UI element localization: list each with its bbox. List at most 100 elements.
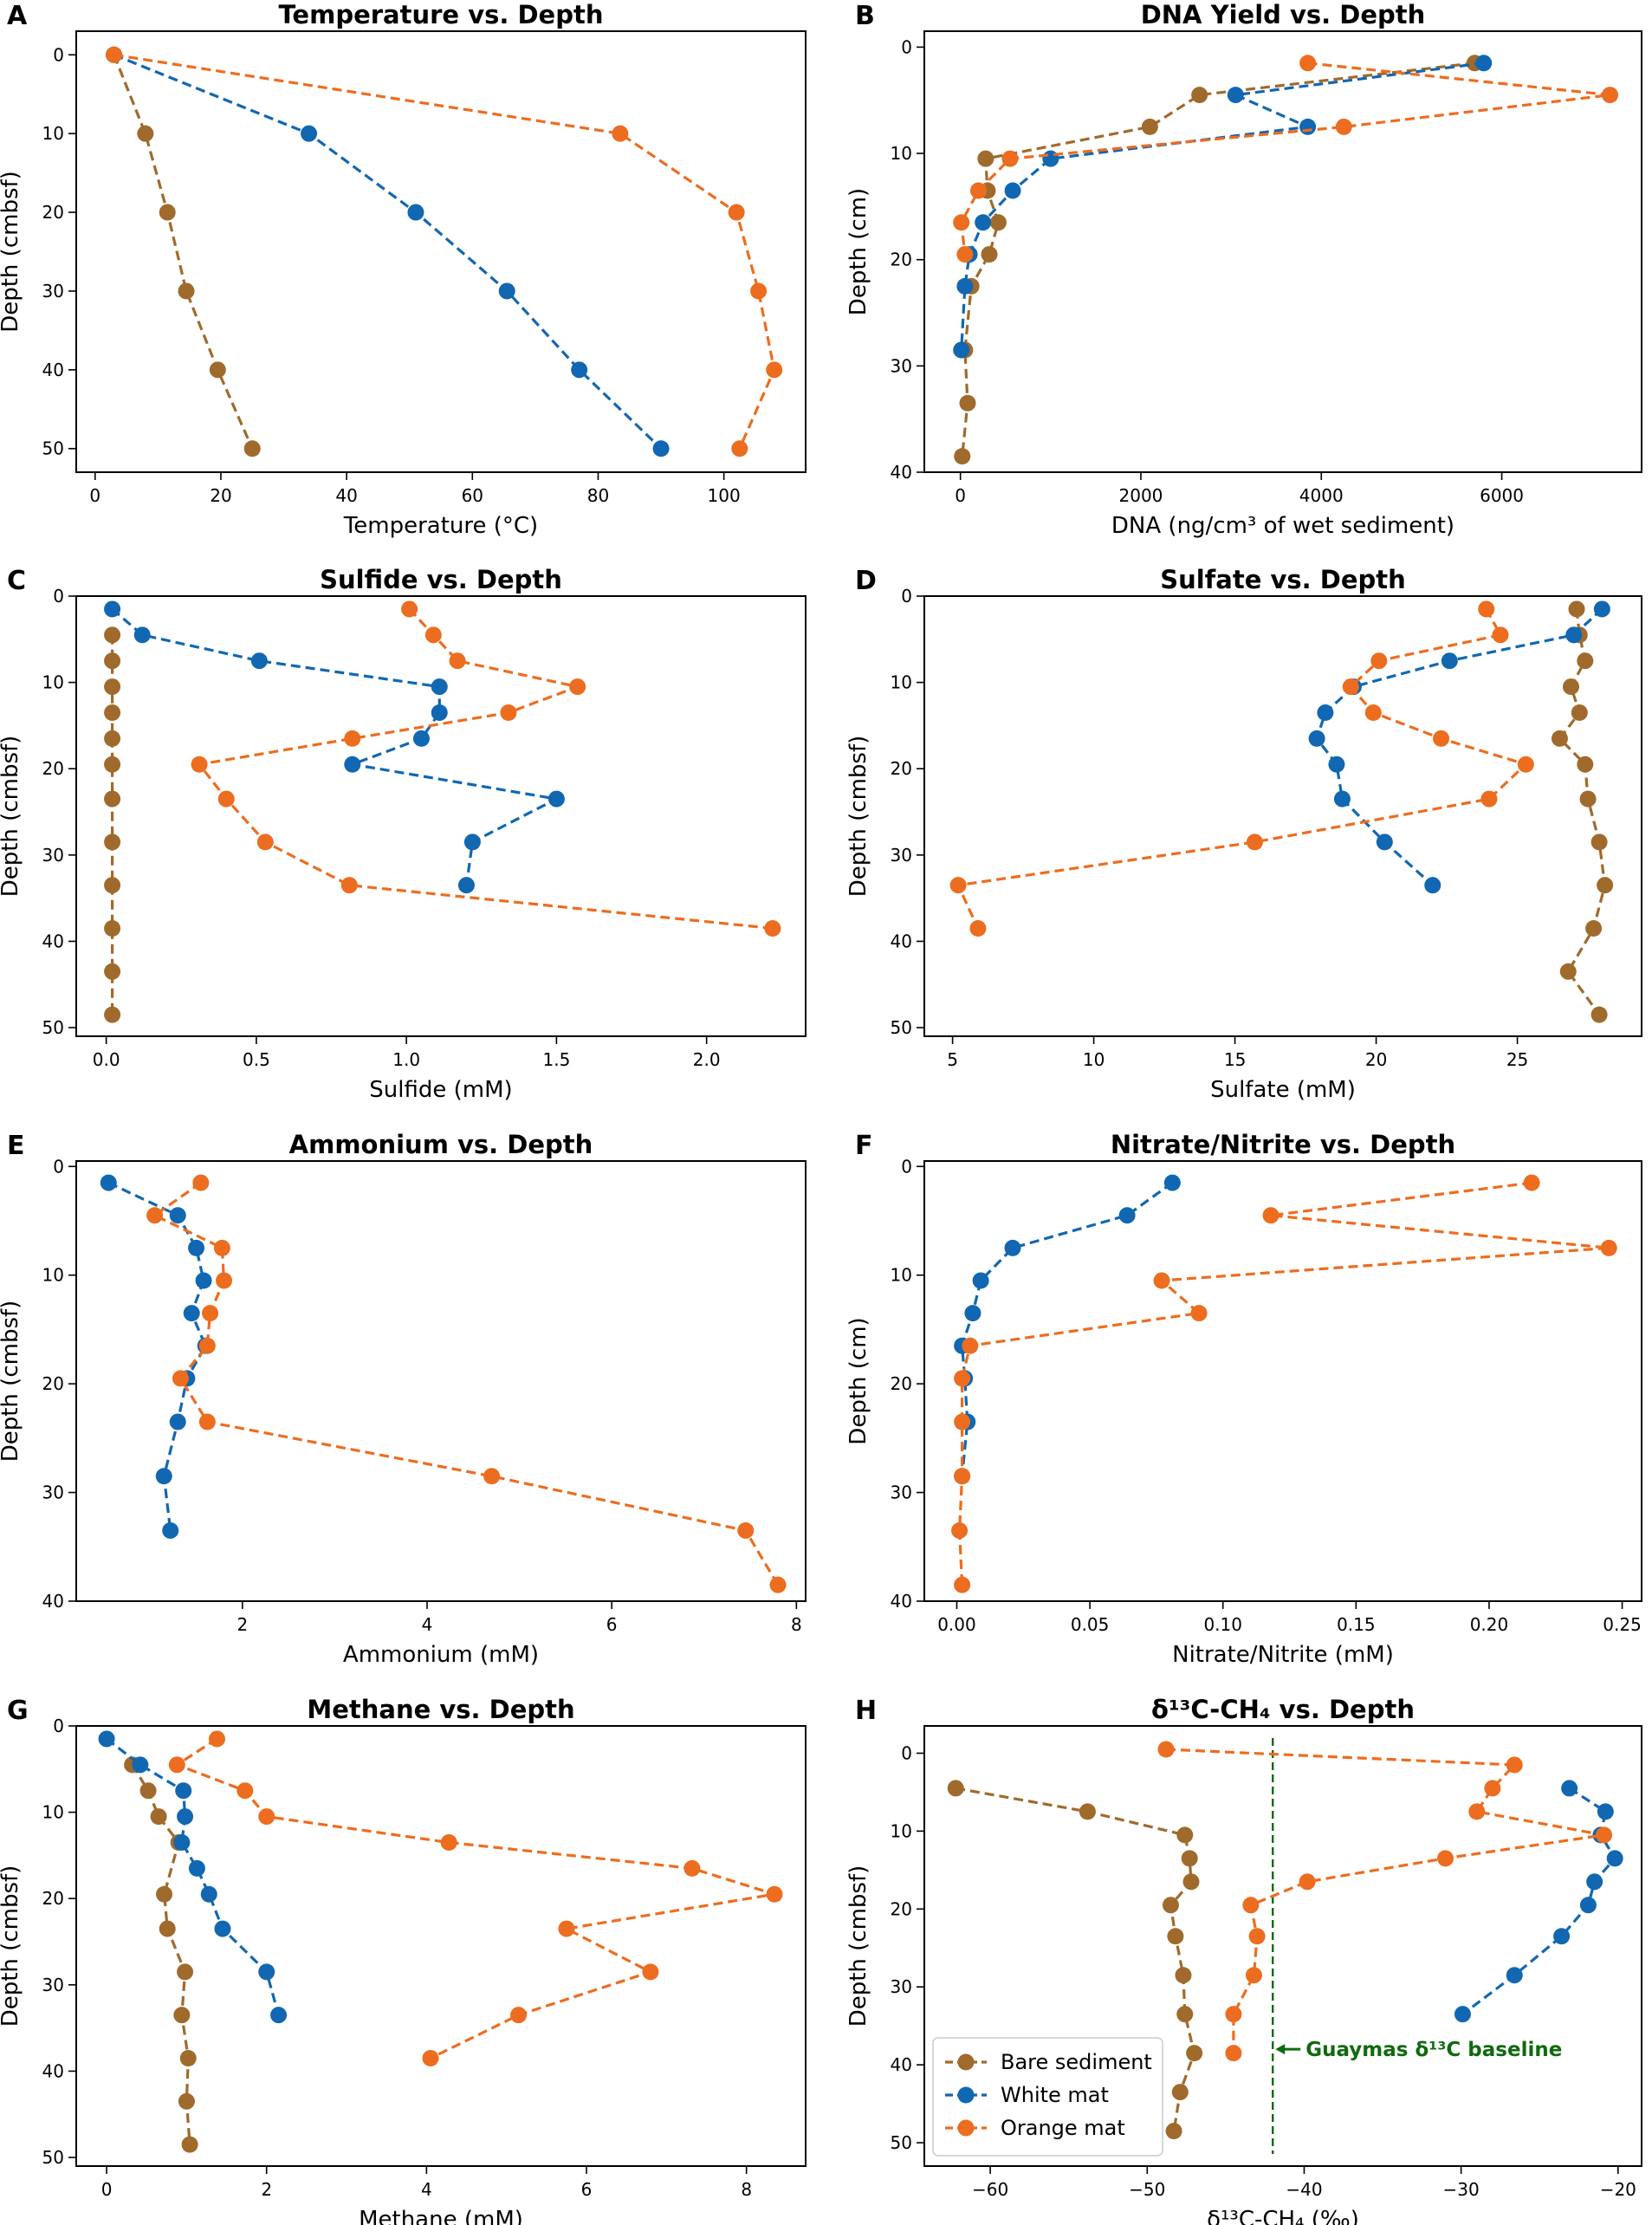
data-point-orange-mat	[510, 2007, 528, 2024]
baseline-arrowhead	[1275, 2044, 1286, 2055]
data-point-white-mat	[463, 834, 481, 851]
data-point-white-mat	[200, 1885, 217, 1903]
data-point-orange-mat	[766, 1885, 783, 1903]
y-tick-label-d: 50	[891, 1017, 912, 1038]
data-point-white-mat	[132, 1756, 149, 1774]
data-point-white-mat	[177, 1808, 194, 1826]
data-point-bare-sediment	[159, 1920, 176, 1937]
x-tick-label-b: 0	[955, 485, 966, 506]
data-point-white-mat	[407, 204, 424, 221]
data-point-orange-mat	[1225, 2006, 1242, 2023]
panel-title-b: DNA Yield vs. Depth	[1141, 0, 1426, 29]
x-tick-label-a: 80	[587, 485, 609, 506]
data-point-bare-sediment	[1171, 2084, 1189, 2101]
data-point-white-mat	[1163, 1174, 1181, 1191]
data-point-white-mat	[1227, 87, 1244, 104]
panel-c: 0.0 0.5 1.0 1.5 2.0 0 10 20 30 40 50 Sulfide vs. De…	[0, 565, 807, 1103]
x-tick-label-f: 0.15	[1337, 1614, 1376, 1635]
data-point-white-mat	[104, 600, 121, 618]
data-point-orange-mat	[1370, 652, 1388, 670]
data-point-white-mat	[1424, 877, 1441, 894]
data-point-bare-sediment	[1182, 1873, 1200, 1891]
data-point-orange-mat	[198, 1413, 216, 1430]
data-point-bare-sediment	[177, 1963, 194, 1981]
data-point-white-mat	[412, 730, 430, 747]
x-tick-label-b: 6000	[1480, 485, 1524, 506]
x-axis-label-e: Ammonium (mM)	[343, 1642, 539, 1668]
data-point-white-mat	[195, 1272, 212, 1289]
data-point-white-mat	[547, 790, 565, 808]
data-point-white-mat	[1299, 118, 1317, 135]
data-point-white-mat	[1597, 1803, 1614, 1820]
series-line-white-mat	[1315, 607, 1603, 886]
y-tick-label-e: 0	[53, 1156, 64, 1177]
y-tick-label-b: 0	[901, 36, 912, 57]
data-point-white-mat	[1376, 834, 1393, 851]
panel-d: 5 10 15 20 25 0 10 20 30 40 50 Sulfate vs. Depth D Su…	[845, 565, 1642, 1103]
legend-label-bare-sediment: Bare sediment	[1001, 2050, 1152, 2074]
data-point-orange-mat	[1245, 1967, 1262, 1984]
plot-frame-a	[75, 30, 807, 473]
series-line-orange-mat	[173, 1737, 775, 2060]
data-point-white-mat	[162, 1521, 179, 1539]
data-point-orange-mat	[954, 1576, 971, 1593]
y-axis-label-d: Depth (cmbsf)	[845, 736, 871, 898]
data-point-orange-mat	[449, 652, 466, 670]
data-point-white-mat	[1553, 1928, 1571, 1945]
data-point-bare-sediment	[104, 790, 121, 808]
panel-h: −60 −50 −40 −30 −20 0 10 20 30 40 50 δ¹³C-CH₄ vs. D…	[845, 1695, 1642, 2225]
y-tick-label-a: 30	[42, 281, 64, 302]
data-point-orange-mat	[256, 834, 274, 851]
data-point-white-mat	[498, 282, 515, 300]
data-point-bare-sediment	[1141, 118, 1158, 135]
data-point-bare-sediment	[1590, 834, 1608, 851]
data-point-bare-sediment	[104, 877, 121, 894]
data-point-white-mat	[344, 756, 361, 773]
y-tick-label-c: 30	[42, 845, 64, 866]
data-point-white-mat	[169, 1413, 186, 1430]
data-point-white-mat	[1565, 626, 1583, 644]
plot-frame-f	[923, 1160, 1642, 1602]
series-line-bare-sediment	[961, 62, 1475, 457]
data-point-bare-sediment	[104, 1006, 121, 1023]
series-orange-mat-f	[951, 1174, 1617, 1593]
panel-letter-g: G	[7, 1696, 29, 1726]
x-tick-label-a: 20	[210, 485, 231, 506]
x-tick-label-e: 8	[791, 1614, 802, 1635]
data-point-orange-mat	[764, 919, 781, 937]
data-point-bare-sediment	[178, 2092, 195, 2110]
data-point-orange-mat	[954, 1413, 971, 1430]
panel-letter-c: C	[7, 566, 26, 596]
legend-swatch-marker	[957, 2119, 975, 2137]
data-point-white-mat	[1579, 1897, 1597, 1914]
data-point-bare-sediment	[156, 1885, 173, 1903]
x-tick-label-f: 0.05	[1071, 1614, 1110, 1635]
x-tick-label-f: 0.20	[1470, 1614, 1509, 1635]
x-tick-label-a: 60	[462, 485, 483, 506]
data-point-orange-mat	[1153, 1272, 1170, 1289]
data-point-bare-sediment	[104, 963, 121, 980]
data-point-white-mat	[1441, 652, 1458, 670]
panel-title-c: Sulfide vs. Depth	[320, 565, 562, 594]
data-point-bare-sediment	[178, 282, 195, 300]
y-tick-label-a: 10	[42, 123, 64, 144]
series-line-white-mat	[960, 62, 1484, 351]
series-orange-mat-c	[191, 600, 781, 937]
data-point-white-mat	[953, 341, 970, 359]
data-point-white-mat	[1475, 55, 1493, 72]
data-point-orange-mat	[731, 440, 748, 457]
x-tick-label-c: 0.0	[93, 1049, 120, 1070]
data-point-bare-sediment	[1585, 919, 1603, 937]
data-point-bare-sediment	[977, 150, 994, 167]
series-line-white-mat	[111, 607, 561, 885]
x-tick-label-g: 6	[581, 2179, 593, 2200]
data-point-orange-mat	[192, 1174, 210, 1191]
y-tick-label-g: 10	[42, 1802, 64, 1823]
data-point-orange-mat	[106, 46, 123, 63]
plot-frame-c	[75, 595, 807, 1037]
data-point-orange-mat	[1437, 1850, 1454, 1867]
data-point-white-mat	[1328, 756, 1345, 773]
data-point-orange-mat	[1480, 790, 1498, 808]
data-point-bare-sediment	[1175, 1967, 1192, 1984]
